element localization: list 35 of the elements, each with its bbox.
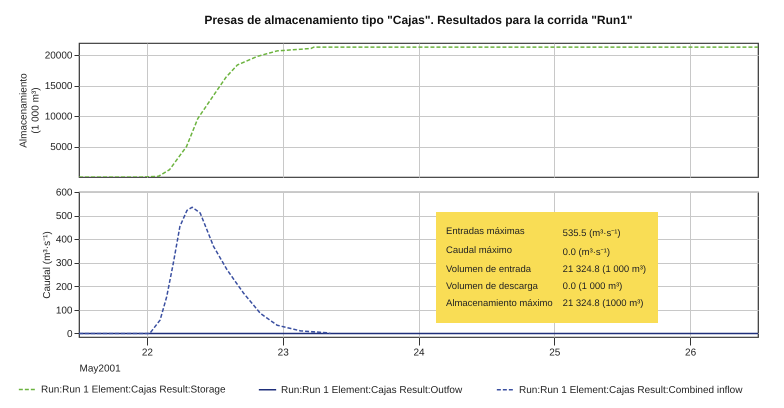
annotation: Caudal máximo [446, 245, 513, 258]
annotation: Almacenamiento máximo [446, 298, 553, 309]
chart-title: Presas de almacenamiento tipo "Cajas". Resultados para la corrida "Run1" [204, 13, 633, 27]
y-tick-label: 200 [56, 282, 73, 293]
y-tick-label: 15000 [44, 81, 73, 92]
x-tick-label: 25 [549, 348, 561, 358]
annotation: 0.0 (1 000 m³) [562, 281, 624, 292]
y-tick-label: 400 [56, 234, 73, 246]
y-tick-label: 20000 [44, 50, 73, 62]
line-series [79, 206, 332, 334]
annotation: Volumen de entrada [446, 264, 532, 275]
annotation: 0.0 (m³·s⁻¹) [562, 246, 611, 258]
annotation: 535.5 (m³·s⁻¹) [562, 227, 622, 239]
annotation: Volumen de descarga [446, 281, 539, 292]
y-tick-label: 300 [56, 258, 73, 270]
y-axis-title: Caudal (m³·s⁻¹) [42, 231, 53, 299]
y-tick-label: 10000 [44, 112, 73, 123]
legend-label: Run:Run 1 Element:Cajas Result:Outfow [281, 384, 463, 396]
x-axis-title: May2001 [80, 364, 122, 374]
y-tick-label: 100 [56, 305, 73, 316]
x-tick-label: 26 [685, 348, 697, 358]
y-tick-label: 5000 [50, 142, 73, 154]
y-axis-title: Almacenamiento (1 000 m³) [18, 72, 42, 148]
y-tick-label: 600 [56, 188, 73, 198]
legend-label: Run:Run 1 Element:Cajas Result:Combined inflow [519, 384, 744, 396]
x-tick-label: 23 [278, 348, 290, 358]
y-tick-label: 500 [56, 211, 73, 222]
annotation: 21 324.8 (1000 m³) [562, 298, 644, 309]
x-tick-label: 22 [142, 348, 154, 358]
y-tick-label: 0 [66, 328, 73, 340]
x-tick-label: 24 [413, 348, 425, 358]
line-series [79, 46, 758, 177]
annotation: Entradas máximas [446, 226, 526, 239]
annotation: 21 324.8 (1 000 m³) [562, 264, 646, 275]
legend-label: Run:Run 1 Element:Cajas Result:Storage [41, 384, 226, 396]
